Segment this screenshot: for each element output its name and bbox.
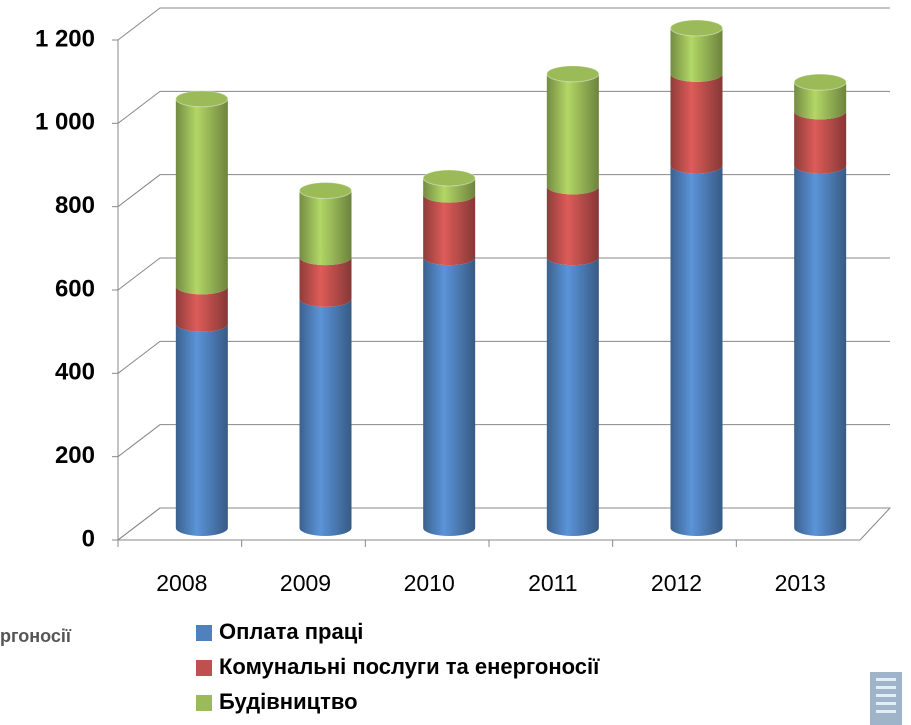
grid-line bbox=[118, 341, 890, 373]
bar-segment bbox=[176, 324, 228, 536]
x-tick-label: 2013 bbox=[775, 570, 826, 596]
grid-line bbox=[118, 425, 890, 457]
building-icon bbox=[870, 672, 902, 725]
y-tick-label: 800 bbox=[55, 192, 95, 219]
x-tick-label: 2009 bbox=[280, 570, 331, 596]
grid-line bbox=[118, 91, 890, 123]
chart: ргоносії 0 200 400 600 800 1 000 1 200 2008 2009… bbox=[0, 0, 911, 725]
bar-cap bbox=[671, 20, 723, 36]
bar-segment bbox=[423, 257, 475, 536]
grid-line bbox=[118, 8, 890, 40]
y-tick-label: 0 bbox=[82, 525, 95, 552]
x-tick-label: 2012 bbox=[651, 570, 702, 596]
y-tick-label: 1 000 bbox=[35, 109, 95, 136]
bar-segment bbox=[671, 166, 723, 537]
bar-cap bbox=[423, 170, 475, 186]
legend-label: Оплата праці bbox=[219, 619, 363, 644]
y-tick-label: 400 bbox=[55, 359, 95, 386]
y-tick-label: 600 bbox=[55, 275, 95, 302]
bar-cap bbox=[794, 74, 846, 90]
bar-cap bbox=[176, 91, 228, 107]
legend-swatch bbox=[196, 695, 212, 711]
x-tick-label: 2010 bbox=[404, 570, 455, 596]
bar-cap bbox=[300, 183, 352, 199]
legend-swatch bbox=[196, 660, 212, 676]
grid-line bbox=[118, 508, 890, 540]
legend-label: Комунальні послуги та енергоносії bbox=[219, 654, 600, 679]
bar-segment bbox=[300, 299, 352, 536]
grid-line bbox=[118, 258, 890, 290]
bar-segment bbox=[671, 74, 723, 174]
floor bbox=[118, 508, 890, 540]
bar-segment bbox=[547, 74, 599, 194]
bar-segment bbox=[794, 166, 846, 536]
bar-segment bbox=[300, 191, 352, 266]
bar-segment bbox=[547, 186, 599, 265]
bar-segment bbox=[794, 111, 846, 173]
legend-label: Будівництво bbox=[219, 689, 358, 714]
bar-cap bbox=[547, 66, 599, 82]
legend-swatch bbox=[196, 625, 212, 641]
bar-segment bbox=[176, 99, 228, 294]
grid-line bbox=[118, 175, 890, 207]
x-tick-label: 2008 bbox=[156, 570, 207, 596]
bar-segment bbox=[423, 195, 475, 265]
y-tick-label: 200 bbox=[55, 442, 95, 469]
clipped-text: ргоносії bbox=[0, 626, 72, 646]
y-tick-label: 1 200 bbox=[35, 25, 95, 52]
bar-segment bbox=[547, 257, 599, 536]
x-tick-label: 2011 bbox=[528, 570, 577, 596]
